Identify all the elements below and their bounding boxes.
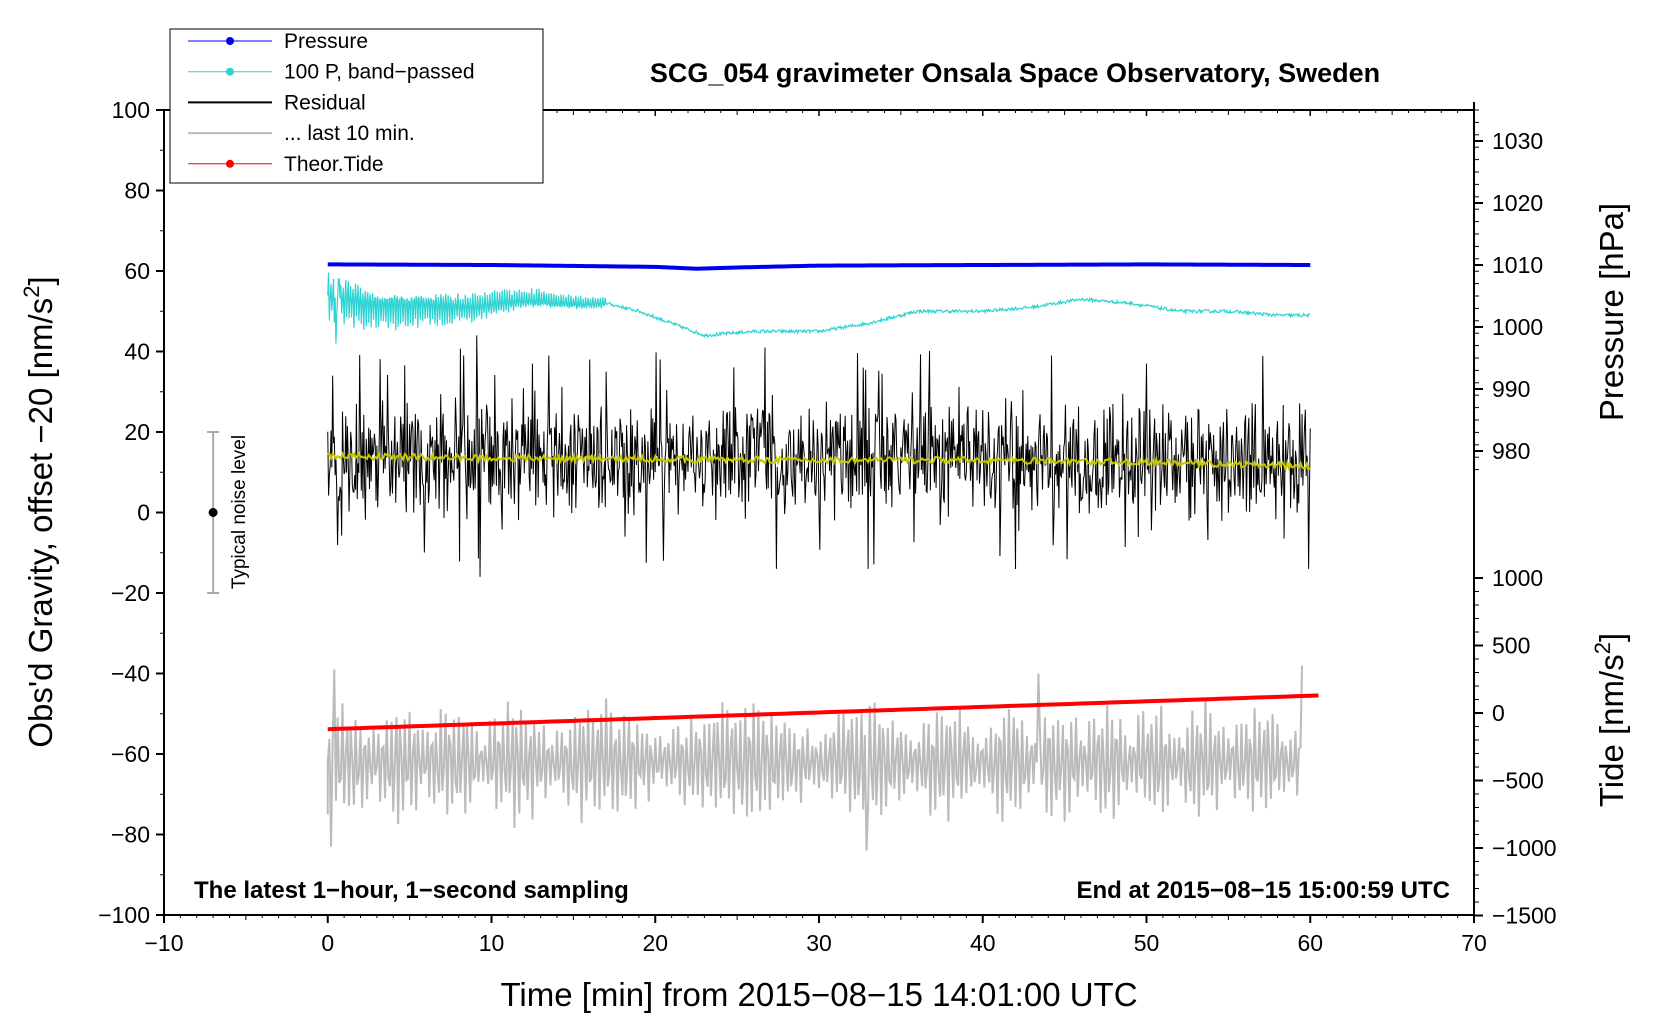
chart-title: SCG_054 gravimeter Onsala Space Observat… [650,58,1380,88]
legend-label: Residual [284,91,366,114]
tide-tick-label: 0 [1492,700,1505,726]
x-tick-label: 0 [321,930,334,956]
x-tick-label: 10 [479,930,505,956]
legend-label: ... last 10 min. [284,122,415,145]
legend: Pressure 100 P, band−passed Residual ... la… [169,28,544,184]
series-pressure [327,262,1311,271]
tide-tick-label: −500 [1492,768,1544,794]
noise-bar [207,431,220,594]
series-theor-tide [327,693,1319,732]
series-residual [327,335,1311,577]
pressure-tick-label: 1010 [1492,252,1543,278]
y-tick-label: −80 [111,822,150,848]
y-tick-label: 20 [124,419,150,445]
x-tick-label: 70 [1461,930,1487,956]
y-tick-label: 100 [112,97,150,123]
legend-label: 100 P, band−passed [284,61,475,84]
legend-marker [226,37,234,45]
pressure-tick-label: 1020 [1492,190,1543,216]
y-axis-title-tide: Tide [nm/s2] [1590,633,1630,807]
y-tick-label: 60 [124,258,150,284]
note-end-time: End at 2015−08−15 15:00:59 UTC [1076,877,1450,904]
pressure-tick-label: 990 [1492,376,1530,402]
legend-items: Pressure 100 P, band−passed Residual ... la… [188,30,475,176]
series-layer [326,262,1319,851]
y-tick-label: −60 [111,741,150,767]
y-axis-title-tide-sup: 2 [1590,642,1615,654]
x-axis-title: Time [min] from 2015−08−15 14:01:00 UTC [500,976,1137,1013]
noise-level-label: Typical noise level [229,435,250,589]
y-tick-label: 40 [124,339,150,365]
x-tick-label: 40 [970,930,996,956]
tide-tick-label: 500 [1492,633,1530,659]
legend-marker [226,67,234,76]
y-axis-title-tide-main: Tide [nm/s [1593,654,1630,807]
pressure-tick-label: 1000 [1492,314,1543,340]
y-axis-title-left-close: ] [22,276,59,285]
note-sampling: The latest 1−hour, 1−second sampling [194,877,629,904]
y-tick-label: −100 [98,902,150,928]
noise-bar-center [208,508,218,517]
y-axis-title-left: Obs'd Gravity, offset −20 [nm/s2] [19,276,59,747]
y-tick-label: −40 [111,661,150,687]
y-tick-label: 0 [137,500,150,526]
y-axis-title-left-main: Obs'd Gravity, offset −20 [nm/s [22,298,59,748]
legend-label: Theor.Tide [284,153,384,176]
y-tick-label: 80 [124,178,150,204]
y-axis-title-tide-close: ] [1593,633,1630,642]
legend-box [169,28,544,184]
y-axis-title-pressure: Pressure [hPa] [1593,203,1630,421]
x-tick-label: 30 [806,930,832,956]
legend-marker [226,159,234,168]
pressure-tick-label: 1030 [1492,128,1543,154]
series-band-passed-pressure [327,272,1311,344]
legend-label: Pressure [284,30,368,53]
y-axis-title-left-sup: 2 [19,286,44,298]
tide-tick-label: 1000 [1492,565,1543,591]
y-tick-label: −20 [111,580,150,606]
axes-layer: −10 0 10 20 30 40 50 60 70100806040200−20−40−60−… [98,97,1556,956]
x-tick-label: 20 [642,930,668,956]
x-tick-label: 50 [1134,930,1160,956]
series-residual-smoothed [327,450,1311,472]
tide-tick-label: −1500 [1492,903,1557,929]
x-tick-label: −10 [144,930,183,956]
x-tick-label: 60 [1297,930,1323,956]
series-last-10-min [326,665,1304,851]
tide-tick-label: −1000 [1492,835,1557,861]
pressure-tick-label: 980 [1492,438,1530,464]
